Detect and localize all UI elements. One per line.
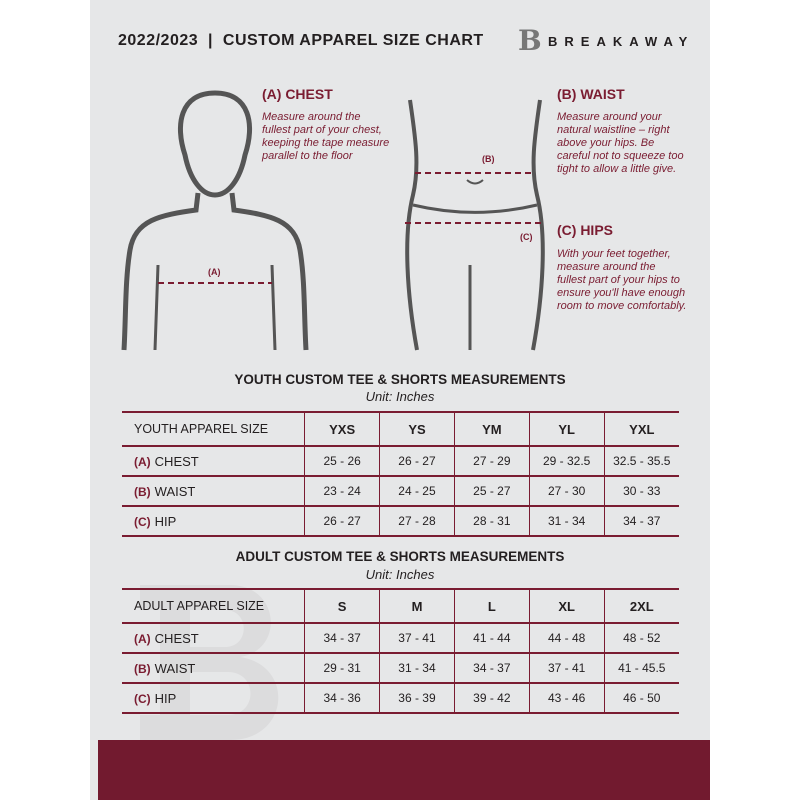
adult-unit: Unit: Inches (365, 567, 435, 582)
header-cell: YXL (603, 411, 679, 447)
row-label: (A) CHEST (122, 445, 305, 477)
row-letter: (C) (134, 514, 151, 529)
table-cell: 25 - 27 (453, 475, 530, 507)
table-row: (B) WAIST 23 - 24 24 - 25 25 - 27 27 - 30 30 -… (122, 475, 679, 507)
adult-table-title: ADULT CUSTOM TEE & SHORTS MEASUREMENTS (235, 549, 565, 564)
row-label: (B) WAIST (122, 475, 305, 507)
row-label-text: WAIST (154, 660, 196, 676)
row-label: (C) HIP (122, 505, 305, 537)
table-cell: 26 - 27 (304, 505, 380, 537)
brand-logo-icon: B (518, 24, 542, 57)
table-header-row: YOUTH APPAREL SIZE YXS YS YM YL YXL (122, 411, 679, 447)
chest-marker: (A) (208, 267, 221, 277)
header-cell: YS (379, 411, 455, 447)
youth-size-table: YOUTH APPAREL SIZE YXS YS YM YL YXL (A) C… (122, 411, 679, 537)
table-cell: 25 - 26 (304, 445, 380, 477)
table-row: (B) WAIST 29 - 31 31 - 34 34 - 37 37 - 41 41 -… (122, 652, 679, 684)
row-letter: (B) (134, 484, 151, 499)
header-cell: YXS (304, 411, 380, 447)
table-cell: 41 - 45.5 (603, 652, 679, 684)
lower-body-illustration (405, 99, 545, 351)
table-cell: 27 - 29 (453, 445, 530, 477)
table-cell: 24 - 25 (379, 475, 455, 507)
table-cell: 31 - 34 (528, 505, 605, 537)
table-cell: 32.5 - 35.5 (603, 445, 679, 477)
table-cell: 27 - 28 (379, 505, 455, 537)
table-row: (C) HIP 34 - 36 36 - 39 39 - 42 43 - 46 46 - 5… (122, 682, 679, 714)
row-label-text: WAIST (154, 483, 196, 499)
row-label-text: HIP (154, 690, 177, 706)
row-label: (C) HIP (122, 682, 305, 714)
table-cell: 29 - 31 (304, 652, 380, 684)
table-cell: 29 - 32.5 (528, 445, 605, 477)
hips-heading: (C) HIPS (557, 222, 613, 238)
table-cell: 43 - 46 (528, 682, 605, 714)
table-header-row: ADULT APPAREL SIZE S M L XL 2XL (122, 588, 679, 624)
youth-unit: Unit: Inches (365, 389, 435, 404)
header-cell: L (453, 588, 530, 624)
brand-name: BREAKAWAY (548, 34, 695, 49)
header-cell: XL (528, 588, 605, 624)
table-cell: 31 - 34 (379, 652, 455, 684)
table-cell: 39 - 42 (453, 682, 530, 714)
table-cell: 44 - 48 (528, 622, 605, 654)
table-cell: 34 - 37 (603, 505, 679, 537)
header-cell: YOUTH APPAREL SIZE (122, 411, 305, 447)
table-row: (A) CHEST 34 - 37 37 - 41 41 - 44 44 - 48 48 -… (122, 622, 679, 654)
size-chart-page: 2022/2023 | CUSTOM APPAREL SIZE CHART B … (90, 0, 710, 800)
row-label-text: CHEST (154, 630, 199, 646)
table-cell: 23 - 24 (304, 475, 380, 507)
table-cell: 28 - 31 (453, 505, 530, 537)
table-cell: 41 - 44 (453, 622, 530, 654)
header-cell: S (304, 588, 380, 624)
table-cell: 34 - 37 (304, 622, 380, 654)
table-cell: 26 - 27 (379, 445, 455, 477)
row-label: (B) WAIST (122, 652, 305, 684)
hips-marker: (C) (520, 232, 533, 242)
row-letter: (C) (134, 691, 151, 706)
table-row: (C) HIP 26 - 27 27 - 28 28 - 31 31 - 34 34 - 3… (122, 505, 679, 537)
page-title: 2022/2023 | CUSTOM APPAREL SIZE CHART (118, 32, 484, 49)
row-letter: (A) (134, 631, 151, 646)
adult-size-table: ADULT APPAREL SIZE S M L XL 2XL (A) CHEST… (122, 588, 679, 714)
table-cell: 30 - 33 (603, 475, 679, 507)
row-letter: (A) (134, 454, 151, 469)
youth-table-title: YOUTH CUSTOM TEE & SHORTS MEASUREMENTS (234, 372, 566, 387)
hips-description: With your feet together, measure around … (557, 248, 687, 312)
waist-description: Measure around your natural waistline – … (557, 111, 684, 175)
header-cell: M (379, 588, 455, 624)
waist-marker: (B) (482, 154, 495, 164)
table-cell: 46 - 50 (603, 682, 679, 714)
chest-heading: (A) CHEST (262, 86, 333, 102)
table-row: (A) CHEST 25 - 26 26 - 27 27 - 29 29 - 32.5 32… (122, 445, 679, 477)
chest-description: Measure around the fullest part of your … (262, 111, 390, 162)
header-cell: ADULT APPAREL SIZE (122, 588, 305, 624)
footer-band (98, 740, 710, 800)
upper-body-illustration (121, 90, 309, 351)
table-cell: 36 - 39 (379, 682, 455, 714)
table-cell: 27 - 30 (528, 475, 605, 507)
table-cell: 48 - 52 (603, 622, 679, 654)
table-cell: 34 - 37 (453, 652, 530, 684)
waist-heading: (B) WAIST (557, 86, 625, 102)
table-cell: 37 - 41 (528, 652, 605, 684)
table-cell: 37 - 41 (379, 622, 455, 654)
row-label-text: CHEST (154, 453, 199, 469)
row-label: (A) CHEST (122, 622, 305, 654)
row-label-text: HIP (154, 513, 177, 529)
row-letter: (B) (134, 661, 151, 676)
header-cell: YM (453, 411, 530, 447)
table-cell: 34 - 36 (304, 682, 380, 714)
header-cell: YL (528, 411, 605, 447)
header-cell: 2XL (603, 588, 679, 624)
